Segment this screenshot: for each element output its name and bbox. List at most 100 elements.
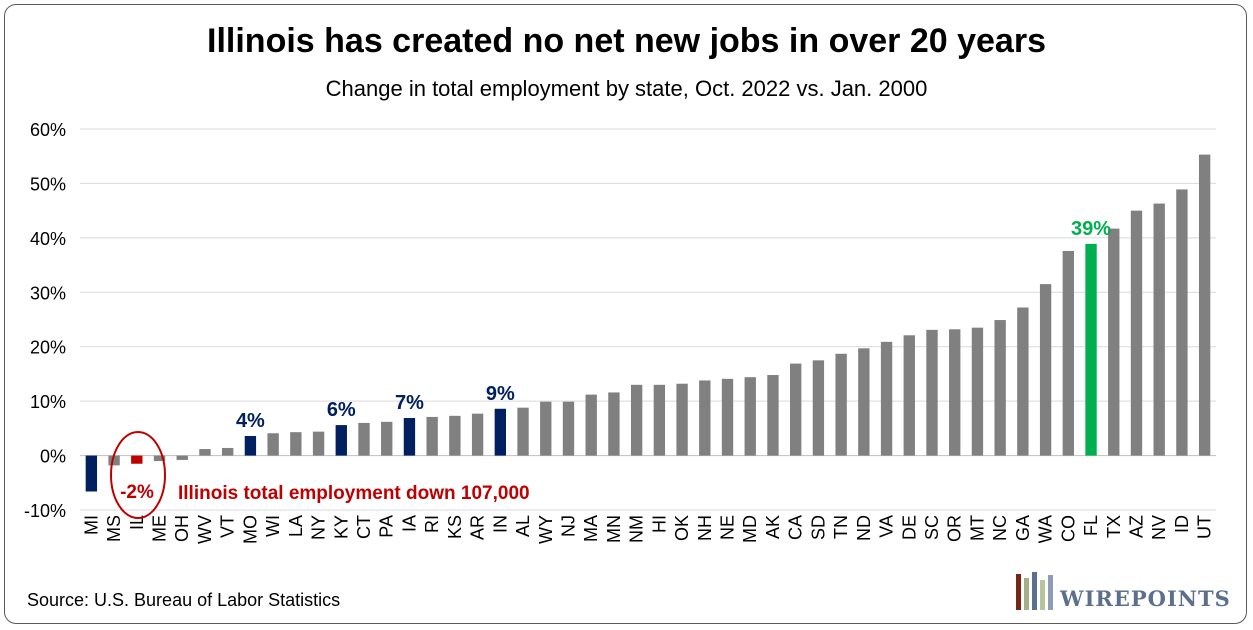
x-tick-label: NJ [558, 515, 578, 537]
bar-wy [540, 401, 552, 456]
x-tick-label: CO [1058, 515, 1078, 542]
bar-az [1130, 210, 1143, 456]
illinois-circle [110, 431, 166, 519]
data-label-ia: 7% [395, 392, 424, 414]
x-tick-label: NE [718, 515, 738, 540]
bar-ms [108, 455, 120, 466]
bar-pa [381, 421, 393, 456]
data-label-ky: 6% [327, 399, 356, 421]
bar-mt [971, 327, 984, 456]
bar-co [1062, 250, 1074, 456]
x-tick-label: PA [377, 515, 397, 538]
x-tick-label: IL [127, 515, 147, 530]
bar-ar [471, 413, 484, 456]
y-tick-label: 40% [30, 229, 66, 249]
x-tick-label: KS [445, 515, 465, 539]
bar-wa [1039, 284, 1052, 456]
x-tick-label: AZ [1126, 515, 1146, 538]
x-tick-label: MN [604, 515, 624, 543]
x-tick-label: UT [1195, 515, 1215, 539]
bar-nm [630, 384, 643, 456]
x-tick-label: WV [195, 515, 215, 544]
x-tick-label: AR [468, 515, 488, 540]
x-tick-label: MA [581, 515, 601, 542]
chart-title: Illinois has created no net new jobs in … [207, 22, 1046, 60]
x-tick-label: CT [354, 515, 374, 539]
x-tick-label: GA [1013, 515, 1033, 541]
x-tick-label: VT [218, 515, 238, 538]
bars [85, 154, 1211, 492]
x-tick-label: IA [399, 515, 419, 532]
x-axis-labels: MI MS IL ME OH WV VT MO WI LA NY KY CT PA IA RI KS AR IN AL… [81, 515, 1214, 544]
bar-ks [449, 415, 461, 456]
chart-subtitle: Change in total employment by state, Oct… [325, 76, 928, 101]
x-tick-label: RI [422, 515, 442, 533]
x-tick-label: TN [831, 515, 851, 539]
bar-ga [1017, 307, 1029, 456]
chart-frame [4, 4, 1247, 624]
x-tick-label: NY [309, 515, 329, 540]
x-tick-label: CA [786, 515, 806, 540]
bar-ri [426, 416, 438, 456]
bar-il [131, 455, 143, 464]
x-tick-label: DE [899, 515, 919, 540]
x-tick-label: TX [1104, 515, 1124, 538]
bar-wi [267, 433, 279, 456]
bar-ok [676, 383, 688, 456]
y-tick-label: 20% [30, 338, 66, 358]
bar-oh [176, 455, 188, 460]
bar-nv [1153, 203, 1165, 456]
x-tick-label: SD [808, 515, 828, 540]
data-labels: 4% 6% 7% 9% 39% [236, 218, 1111, 432]
illinois-label: -2% [120, 482, 154, 503]
x-tick-label: VA [877, 515, 897, 538]
bar-mn [608, 392, 620, 456]
bar-ct [358, 422, 370, 456]
bar-ca [790, 363, 802, 456]
x-tick-label: MS [104, 515, 124, 542]
bar-md [744, 377, 756, 456]
data-label-in: 9% [486, 383, 515, 405]
bar-ia [403, 418, 416, 456]
x-tick-label: FL [1081, 515, 1101, 536]
x-tick-label: OK [672, 515, 692, 541]
y-tick-label: 50% [30, 174, 66, 194]
data-label-mo: 4% [236, 410, 265, 432]
x-tick-label: MO [240, 515, 260, 544]
bar-mo [244, 435, 257, 456]
bar-nd [858, 348, 870, 456]
y-tick-label: 60% [30, 120, 66, 140]
x-tick-label: KY [331, 515, 351, 539]
bar-la [290, 432, 302, 456]
y-tick-label: 30% [30, 283, 66, 303]
x-tick-label: HI [649, 515, 669, 533]
bar-sc [926, 329, 938, 456]
bar-ma [585, 394, 597, 456]
bar-in [494, 408, 506, 456]
x-tick-label: ME [150, 515, 170, 542]
bar-wv [199, 449, 211, 456]
bar-ak [767, 375, 779, 456]
x-tick-label: IN [490, 515, 510, 533]
x-tick-label: AK [763, 515, 783, 539]
x-tick-label: WI [263, 515, 283, 537]
y-tick-label: 10% [30, 392, 66, 412]
bar-id [1176, 189, 1188, 456]
data-label-fl: 39% [1071, 218, 1111, 240]
bar-nh [699, 380, 711, 456]
x-tick-label: ID [1172, 515, 1192, 533]
x-tick-label: OR [945, 515, 965, 542]
x-tick-label: LA [286, 515, 306, 537]
x-tick-label: NC [990, 515, 1010, 541]
x-tick-label: MT [967, 515, 987, 541]
source-note: Source: U.S. Bureau of Labor Statistics [27, 590, 341, 610]
bar-nc [994, 320, 1006, 456]
x-tick-label: AL [513, 515, 533, 537]
bar-ut [1198, 154, 1211, 456]
bar-de [903, 335, 915, 456]
bar-me [153, 455, 166, 462]
x-tick-label: NV [1149, 515, 1169, 540]
bar-nj [562, 401, 575, 456]
y-tick-label: 0% [40, 447, 66, 467]
